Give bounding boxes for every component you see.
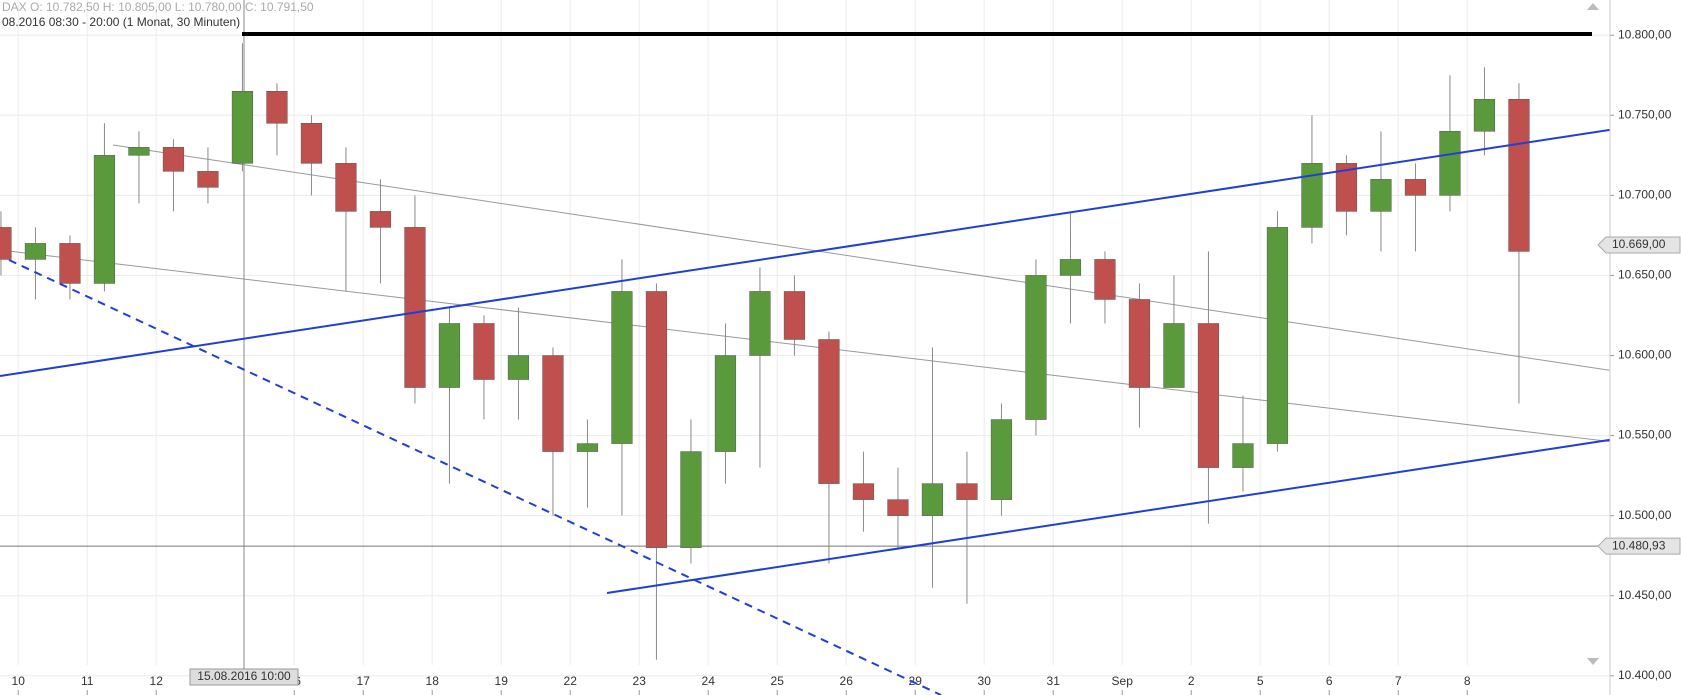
x-tick-label: 29 (909, 674, 923, 688)
candle-body (1508, 99, 1530, 252)
candle-body (1473, 99, 1496, 132)
trend-line (112, 144, 1681, 382)
crosshair-label: 15.08.2016 10:00 (197, 669, 291, 683)
candle-body (645, 291, 668, 548)
x-tick-label: 5 (1257, 674, 1264, 688)
candle-body (24, 243, 47, 260)
candle-body (1128, 299, 1151, 388)
candle-body (1025, 275, 1047, 420)
price-label-box (1597, 537, 1681, 555)
y-tick-label: 10.500,00 (1618, 508, 1672, 522)
x-tick-label: 11 (81, 674, 94, 688)
candle-body (852, 483, 875, 500)
candle-body (335, 163, 357, 212)
y-tick-label: 10.700,00 (1618, 188, 1672, 202)
y-tick-label: 10.800,00 (1618, 27, 1672, 41)
x-tick-label: 30 (978, 674, 992, 688)
candle-body (1094, 259, 1116, 300)
scroll-down[interactable] (1587, 658, 1599, 665)
x-tick-label: 6 (1326, 674, 1333, 688)
candle-body (473, 323, 495, 380)
x-tick-label: 12 (150, 674, 164, 688)
y-tick-label: 10.550,00 (1618, 428, 1672, 442)
candle-body (749, 291, 771, 356)
candle-body (1059, 259, 1082, 276)
candle-body (1232, 443, 1254, 468)
x-tick-label: 22 (564, 674, 578, 688)
candle-body (1266, 227, 1289, 444)
candle-body (162, 147, 185, 172)
trend-line (8, 259, 942, 695)
candle-body (1163, 323, 1185, 388)
candle-body (59, 243, 81, 284)
candle-body (1301, 163, 1323, 228)
x-tick-label: Sep (1112, 674, 1134, 688)
x-tick-label: 31 (1047, 674, 1061, 688)
candle-body (300, 123, 323, 164)
candle-body (680, 451, 702, 548)
candle-body (231, 91, 254, 164)
candle-body (990, 419, 1013, 500)
x-tick-label: 23 (633, 674, 647, 688)
candle-body (438, 323, 461, 388)
period: 08.2016 08:30 - 20:00 (1 Monat, 30 Minut… (2, 15, 240, 29)
x-tick-label: 26 (840, 674, 854, 688)
candle-body (404, 227, 426, 388)
scroll-up[interactable] (1587, 3, 1599, 10)
x-tick-label: 2 (1188, 674, 1195, 688)
candle-body (197, 171, 219, 188)
x-tick-label: 19 (495, 674, 509, 688)
candle-body (1404, 179, 1427, 196)
candles (0, 43, 1530, 660)
x-tick-label: 18 (426, 674, 440, 688)
trend-line (0, 249, 1681, 451)
price-label: 10.669,00 (1612, 237, 1666, 251)
quote: DAX O: 10.782,50 H: 10.805,00 L: 10.780,… (2, 0, 314, 14)
candle-body (369, 211, 392, 228)
candle-body (93, 155, 116, 284)
candle-body (128, 147, 150, 156)
x-tick-label: 17 (357, 674, 371, 688)
candle-body (714, 355, 737, 452)
y-tick-label: 10.600,00 (1618, 348, 1672, 362)
candle-body (783, 291, 806, 340)
x-tick-label: 10 (12, 674, 26, 688)
candle-body (507, 355, 530, 380)
candle-body (542, 355, 564, 452)
axis-panel (1610, 0, 1681, 695)
x-tick-label: 8 (1464, 674, 1471, 688)
candle-body (266, 91, 288, 124)
x-tick-label: 25 (771, 674, 785, 688)
y-tick-label: 10.400,00 (1618, 668, 1672, 682)
y-tick-label: 10.650,00 (1618, 268, 1672, 282)
candle-body (1335, 163, 1358, 212)
candle-body (1370, 179, 1392, 212)
candle-body (887, 499, 909, 516)
x-tick-label: 24 (702, 674, 716, 688)
candle-body (921, 483, 944, 516)
candle-body (1197, 323, 1220, 468)
candle-body (611, 291, 633, 444)
crosshair-label-box (189, 668, 299, 686)
candle-body (1439, 131, 1461, 196)
candle-body (818, 339, 840, 484)
candle-body (576, 443, 599, 452)
y-tick-label: 10.750,00 (1618, 107, 1672, 121)
y-tick-label: 10.450,00 (1618, 588, 1672, 602)
candle-body (956, 483, 978, 500)
trend-line (0, 118, 1681, 377)
x-tick-label: 7 (1395, 674, 1402, 688)
candle-body (0, 227, 12, 260)
price-label-box (1597, 236, 1681, 254)
trend-line (606, 428, 1681, 594)
price-label: 10.480,93 (1612, 538, 1666, 552)
y-axis: 10.400,00 10.450,00 10.500,00 10.550,00 10.6… (1597, 0, 1681, 695)
